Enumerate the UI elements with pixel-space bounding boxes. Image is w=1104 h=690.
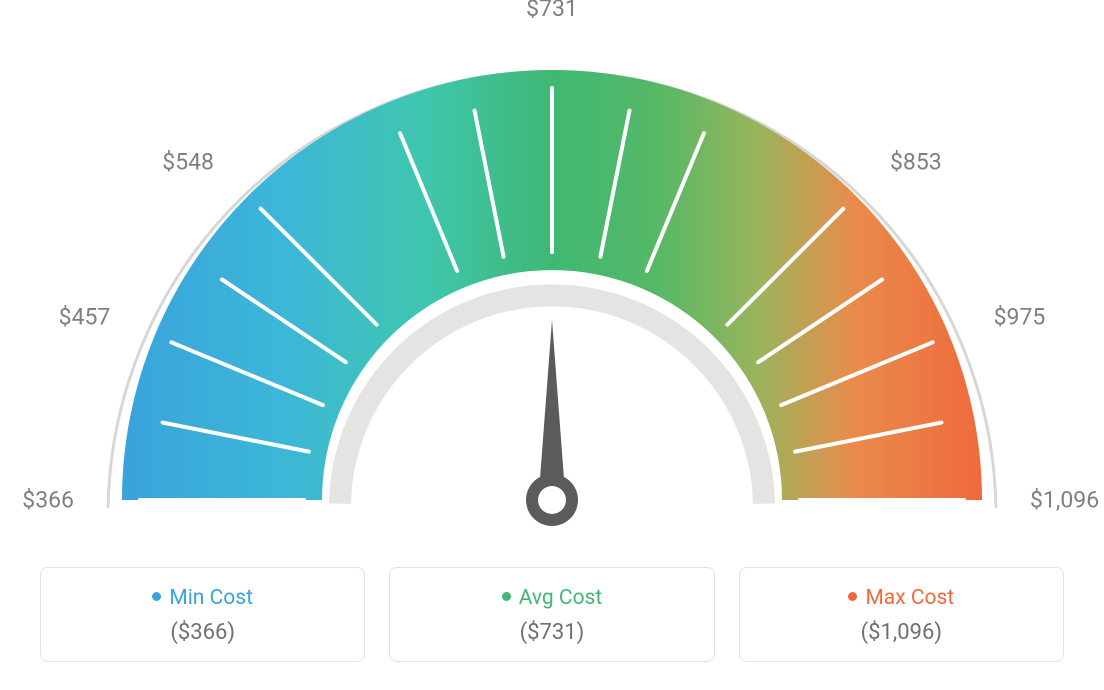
legend-row: Min Cost ($366) Avg Cost ($731) Max Cost… xyxy=(40,567,1064,662)
legend-avg-value: ($731) xyxy=(400,620,703,645)
gauge-tick-label: $853 xyxy=(890,149,942,176)
gauge-tick-label: $366 xyxy=(22,487,74,514)
gauge-tick-label: $457 xyxy=(59,304,111,331)
cost-gauge: $366 $457 $548 $731 $853 $975 $1,096 xyxy=(0,0,1104,560)
legend-avg-label: Avg Cost xyxy=(519,586,603,610)
legend-avg-title: Avg Cost xyxy=(400,586,703,610)
legend-min-title: Min Cost xyxy=(51,586,354,610)
legend-card-min: Min Cost ($366) xyxy=(40,567,365,662)
dot-icon xyxy=(848,592,857,601)
gauge-tick-label: $548 xyxy=(162,149,214,176)
legend-min-label: Min Cost xyxy=(169,586,253,610)
dot-icon xyxy=(152,592,161,601)
legend-card-max: Max Cost ($1,096) xyxy=(739,567,1064,662)
dot-icon xyxy=(502,592,511,601)
legend-card-avg: Avg Cost ($731) xyxy=(389,567,714,662)
gauge-svg xyxy=(0,10,1104,570)
gauge-tick-label: $975 xyxy=(994,304,1046,331)
legend-min-value: ($366) xyxy=(51,620,354,645)
legend-max-title: Max Cost xyxy=(750,586,1053,610)
gauge-tick-label: $1,096 xyxy=(1030,487,1099,514)
gauge-tick-label: $731 xyxy=(526,0,578,22)
legend-max-label: Max Cost xyxy=(865,586,954,610)
legend-max-value: ($1,096) xyxy=(750,620,1053,645)
